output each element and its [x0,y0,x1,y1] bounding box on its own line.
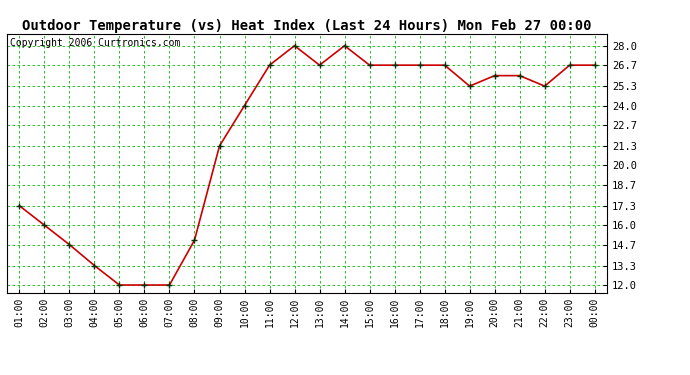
Title: Outdoor Temperature (vs) Heat Index (Last 24 Hours) Mon Feb 27 00:00: Outdoor Temperature (vs) Heat Index (Las… [22,19,592,33]
Text: Copyright 2006 Curtronics.com: Copyright 2006 Curtronics.com [10,38,180,48]
